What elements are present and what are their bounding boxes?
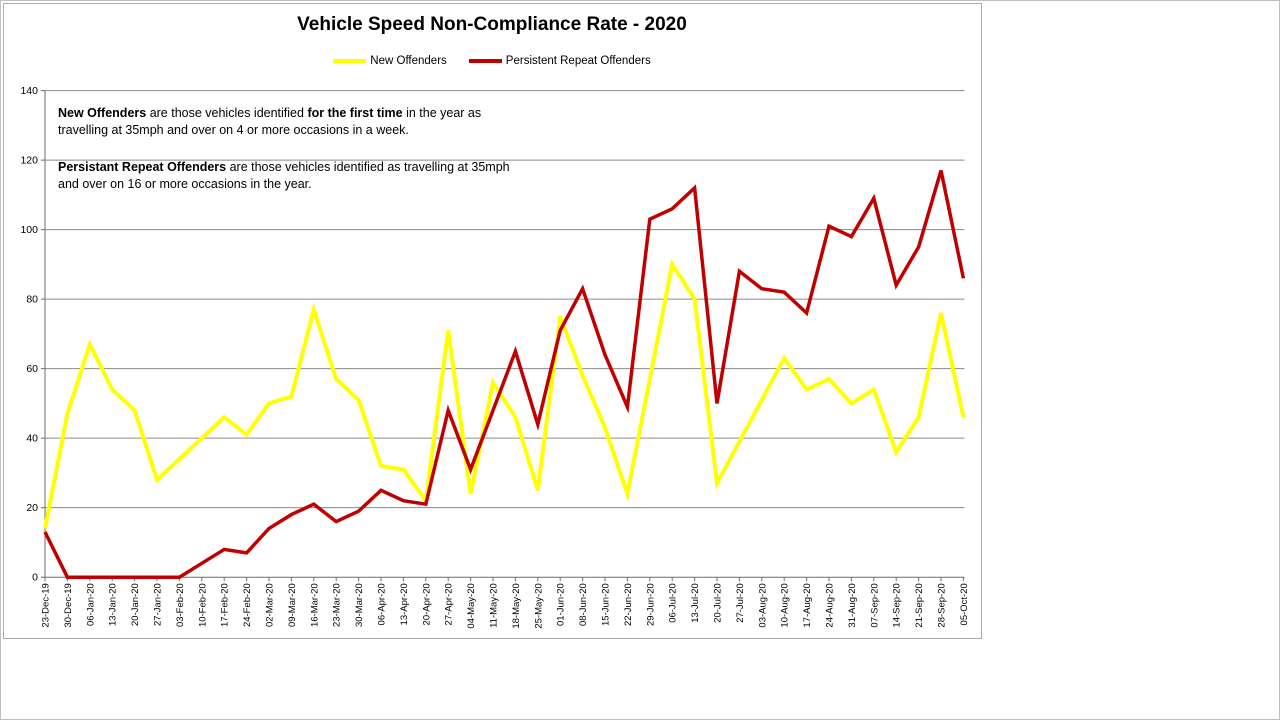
legend-swatch — [468, 59, 502, 63]
x-axis-label: 11-May-20 — [489, 583, 500, 628]
series-line-new-offenders — [43, 259, 966, 529]
x-axis-label: 10-Aug-20 — [780, 583, 791, 627]
x-axis-label: 13-Jan-20 — [108, 583, 119, 626]
x-axis-label: 04-May-20 — [466, 583, 477, 628]
legend-label: Persistent Repeat Offenders — [505, 55, 651, 67]
y-axis-label: 100 — [20, 224, 38, 236]
x-axis-label: 01-Jun-20 — [556, 583, 567, 626]
x-axis-label: 20-Apr-20 — [421, 583, 432, 625]
x-axis-label: 23-Dec-19 — [41, 583, 52, 627]
annotation-text: New Offenders — [58, 106, 147, 120]
x-axis-label: 28-Sep-20 — [937, 583, 948, 627]
x-axis-label: 30-Dec-19 — [63, 583, 74, 627]
y-axis-label: 40 — [26, 433, 38, 445]
x-axis-label: 24-Feb-20 — [242, 583, 253, 627]
x-axis-label: 03-Aug-20 — [757, 583, 768, 627]
x-axis-label: 06-Apr-20 — [377, 583, 388, 625]
annotation-text: in the year as travelling at 35mph and o… — [58, 106, 482, 137]
x-axis-label: 21-Sep-20 — [914, 583, 925, 627]
x-axis-label: 24-Aug-20 — [825, 583, 836, 627]
y-axis-label: 60 — [26, 363, 38, 375]
x-axis-label: 16-Mar-20 — [309, 583, 320, 627]
x-axis-label: 10-Feb-20 — [197, 583, 208, 627]
y-axis-label: 20 — [26, 502, 38, 514]
x-axis-label: 13-Apr-20 — [399, 583, 410, 625]
x-axis-label: 17-Aug-20 — [802, 583, 813, 627]
annotation-new-offenders: New Offenders are those vehicles identif… — [58, 105, 520, 139]
x-axis-label: 05-Oct-20 — [959, 583, 970, 625]
x-axis-label: 17-Feb-20 — [220, 583, 231, 627]
x-axis-label: 18-May-20 — [511, 583, 522, 628]
legend-label: New Offenders — [370, 55, 447, 67]
annotation-text: Persistant Repeat Offenders — [58, 160, 227, 174]
x-axis-label: 20-Jan-20 — [130, 583, 141, 626]
x-axis-label: 13-Jul-20 — [690, 583, 701, 623]
y-axis-label: 0 — [32, 572, 38, 584]
annotation-persistent-repeat-offenders: Persistant Repeat Offenders are those ve… — [58, 159, 520, 193]
legend-item-0: New Offenders — [333, 55, 447, 67]
x-axis-label: 27-Apr-20 — [444, 583, 455, 625]
legend-item-1: Persistent Repeat Offenders — [468, 55, 651, 67]
x-axis-label: 22-Jun-20 — [623, 583, 634, 626]
x-axis-label: 02-Mar-20 — [265, 583, 276, 627]
x-axis-label: 23-Mar-20 — [332, 583, 343, 627]
x-axis-label: 27-Jul-20 — [735, 583, 746, 623]
x-axis-label: 20-Jul-20 — [713, 583, 724, 623]
y-axis-label: 120 — [20, 155, 38, 167]
x-axis-label: 08-Jun-20 — [578, 583, 589, 626]
x-axis-label: 06-Jul-20 — [668, 583, 679, 623]
legend-swatch — [333, 59, 367, 63]
x-axis-label: 07-Sep-20 — [869, 583, 880, 627]
y-axis-label: 140 — [20, 85, 38, 97]
chart-panel — [3, 3, 982, 639]
annotation-text: are those vehicles identified as travell… — [58, 160, 510, 191]
x-axis-label: 31-Aug-20 — [847, 583, 858, 627]
x-axis-label: 06-Jan-20 — [85, 583, 96, 626]
chart-title: Vehicle Speed Non-Compliance Rate - 2020 — [297, 14, 687, 35]
x-axis-label: 25-May-20 — [533, 583, 544, 628]
x-axis-label: 27-Jan-20 — [153, 583, 164, 626]
x-axis-label: 15-Jun-20 — [601, 583, 612, 626]
y-axis-label: 80 — [26, 294, 38, 306]
annotation-text: for the first time — [307, 106, 403, 120]
x-axis-label: 03-Feb-20 — [175, 583, 186, 627]
x-axis-label: 14-Sep-20 — [892, 583, 903, 627]
x-axis-label: 09-Mar-20 — [287, 583, 298, 627]
x-axis-label: 29-Jun-20 — [645, 583, 656, 626]
chart-legend: New Offenders Persistent Repeat Offenders — [3, 55, 981, 67]
annotation-text: are those vehicles identified — [146, 106, 308, 120]
x-axis-label: 30-Mar-20 — [354, 583, 365, 627]
series-line-persistent-repeat-offenders — [43, 170, 966, 579]
